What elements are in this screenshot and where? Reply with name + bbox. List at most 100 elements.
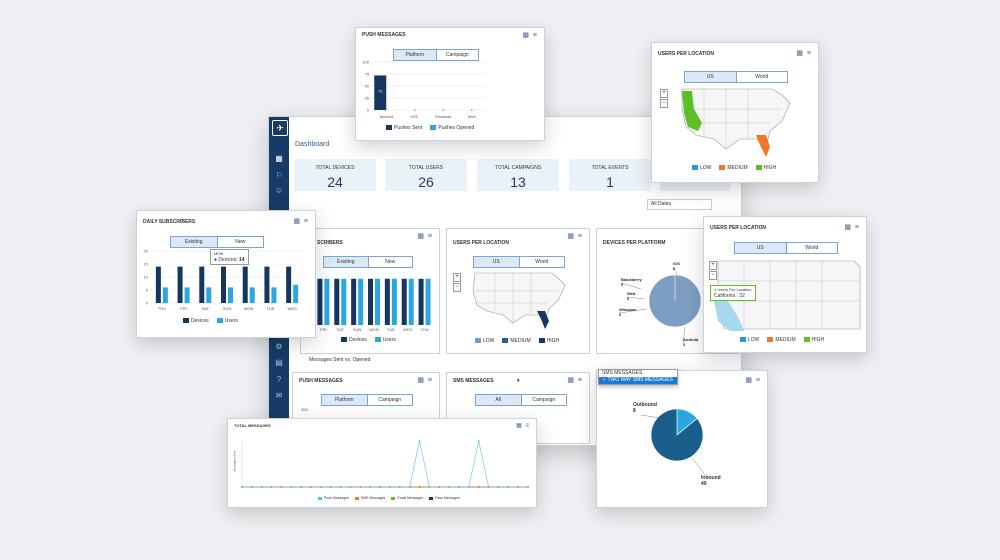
dropdown-option-sms[interactable]: SMS MESSAGES — [602, 370, 643, 376]
bar-users — [162, 287, 168, 303]
series-point — [280, 486, 283, 488]
push-messages-bar-chart: 0 25 50 75 100 Android iOS Windows Web 72 — [362, 60, 486, 119]
panel-title: PUSH MESSAGES — [299, 378, 343, 384]
series-point — [507, 486, 510, 488]
tab-us[interactable]: US — [735, 243, 786, 253]
users-location-top-panel: USERS PER LOCATION ▦ ≡ US World + − LOW M… — [651, 42, 819, 183]
panel-title[interactable]: SMS MESSAGES ▾ — [453, 378, 520, 384]
users-icon[interactable]: ☺ — [274, 186, 284, 195]
campaign-icon[interactable]: ⚐ — [275, 171, 283, 180]
map-zoom: + − — [453, 273, 461, 293]
pie-slice-inbound — [650, 408, 704, 462]
bar-users — [293, 284, 299, 303]
table-menu-icon[interactable]: ▦ ≡ — [417, 233, 433, 240]
zoom-in-button[interactable]: + — [660, 89, 668, 98]
help-icon[interactable]: ? — [276, 375, 282, 384]
stat-label: TOTAL USERS — [408, 165, 444, 171]
app-logo[interactable]: ✈ — [272, 120, 288, 136]
tab-world[interactable]: World — [735, 72, 788, 82]
grid-icon[interactable]: ▦ — [275, 154, 283, 163]
table-menu-icon[interactable]: ▦ ≡ — [567, 377, 583, 384]
x-tick-label: Android — [379, 114, 393, 119]
tab-existing[interactable]: Existing — [171, 237, 217, 247]
zoom-out-button[interactable]: − — [709, 271, 717, 280]
tab-platform[interactable]: Platform — [322, 395, 367, 405]
leader-line — [682, 326, 686, 344]
series-point — [477, 440, 480, 442]
pie-label-value: 0 — [619, 312, 622, 317]
series-point — [369, 486, 372, 488]
table-menu-icon[interactable]: ▦ ≡ — [844, 224, 860, 231]
bar-users — [375, 278, 380, 325]
dropdown-option-two-way-sms[interactable]: ✓ TWO WAY SMS MESSAGES — [599, 377, 677, 384]
pie-label-name: Web — [627, 291, 636, 296]
table-menu-icon[interactable]: ▦ ≡ — [516, 423, 530, 429]
legend-low: LOW — [475, 338, 494, 344]
sms-pie-popup: ▦ ≡ Outbound 8 Inbound 49 — [596, 370, 768, 508]
settings-icon[interactable]: ⚙ — [275, 342, 283, 351]
pie-label-value: 0 — [621, 282, 624, 287]
series-point — [260, 486, 263, 488]
existing-new-toggle: Existing New — [170, 236, 264, 248]
tab-us[interactable]: US — [685, 72, 736, 82]
series-point — [527, 486, 529, 488]
zoom-in-button[interactable]: + — [453, 273, 461, 282]
legend-medium: MEDIUM — [767, 337, 796, 343]
reports-icon[interactable]: ▤ — [275, 358, 283, 367]
table-menu-icon[interactable]: ▦ ≡ — [567, 233, 583, 240]
zoom-in-button[interactable]: + — [709, 261, 717, 270]
stat-value: 1 — [606, 174, 614, 190]
stat-value: 26 — [418, 174, 434, 190]
date-filter[interactable]: All Dates — [647, 199, 712, 210]
pie-label-name: Android — [683, 337, 699, 342]
page-title: Dashboard — [295, 141, 330, 148]
tab-us[interactable]: US — [474, 257, 519, 267]
bar-devices — [317, 278, 323, 325]
legend-high: HIGH — [755, 165, 776, 171]
tab-all[interactable]: All — [476, 395, 521, 405]
map-legend: LOW MEDIUM HIGH — [692, 165, 776, 171]
map-legend: LOW MEDIUM HIGH — [475, 338, 559, 344]
tab-world[interactable]: World — [518, 257, 565, 267]
panel-title: PUSH MESSAGES — [362, 32, 406, 38]
bar-users — [324, 278, 330, 325]
bar-devices — [199, 266, 205, 303]
tab-new[interactable]: New — [216, 237, 264, 247]
stat-total-users: TOTAL USERS 26 — [385, 159, 467, 191]
legend-users: Users — [374, 337, 396, 343]
leader-line — [620, 282, 642, 290]
bar-users — [228, 287, 233, 303]
bar-devices — [155, 266, 161, 303]
map-zoom: + − — [709, 261, 717, 281]
outbound-label: Outbound 8 — [633, 402, 657, 414]
sms-type-dropdown[interactable]: SMS MESSAGES ✓ TWO WAY SMS MESSAGES — [598, 369, 678, 385]
all-campaign-toggle: All Campaign — [475, 394, 567, 406]
table-menu-icon[interactable]: ▦ ≡ — [796, 50, 812, 57]
y-tick-label: 25 — [365, 96, 370, 101]
chat-icon[interactable]: ✉ — [275, 391, 283, 400]
panel-title: DEVICES PER PLATFORM — [603, 240, 666, 246]
zoom-out-button[interactable]: − — [453, 283, 461, 292]
leader-line-inbound — [692, 458, 706, 476]
x-tick-label: FRI — [320, 327, 326, 332]
chevron-down-icon[interactable]: ▾ — [516, 378, 520, 384]
map-zoom: + − — [660, 89, 668, 109]
bar-users — [249, 287, 255, 303]
table-menu-icon[interactable]: ▦ ≡ — [417, 377, 433, 384]
table-menu-icon[interactable]: ▦ ≡ — [522, 32, 538, 39]
tab-world[interactable]: World — [785, 243, 838, 253]
tab-platform[interactable]: Platform — [394, 50, 436, 60]
tab-new[interactable]: New — [367, 257, 413, 267]
table-menu-icon[interactable]: ▦ ≡ — [745, 377, 761, 384]
pie-label-value: 0 — [627, 296, 630, 301]
subscribers-bar-chart: FRI SAT SUN MON TUE WED THU — [317, 278, 431, 332]
table-menu-icon[interactable]: ▦ ≡ — [293, 218, 309, 225]
state-lines — [475, 273, 559, 323]
stat-total-events: TOTAL EVENTS 1 — [569, 159, 651, 191]
tab-campaign[interactable]: Campaign — [435, 50, 479, 60]
tab-campaign[interactable]: Campaign — [520, 395, 567, 405]
zoom-out-button[interactable]: − — [660, 99, 668, 108]
tab-campaign[interactable]: Campaign — [366, 395, 413, 405]
tab-existing[interactable]: Existing — [324, 257, 368, 267]
tooltip-day: MON — [214, 251, 224, 256]
